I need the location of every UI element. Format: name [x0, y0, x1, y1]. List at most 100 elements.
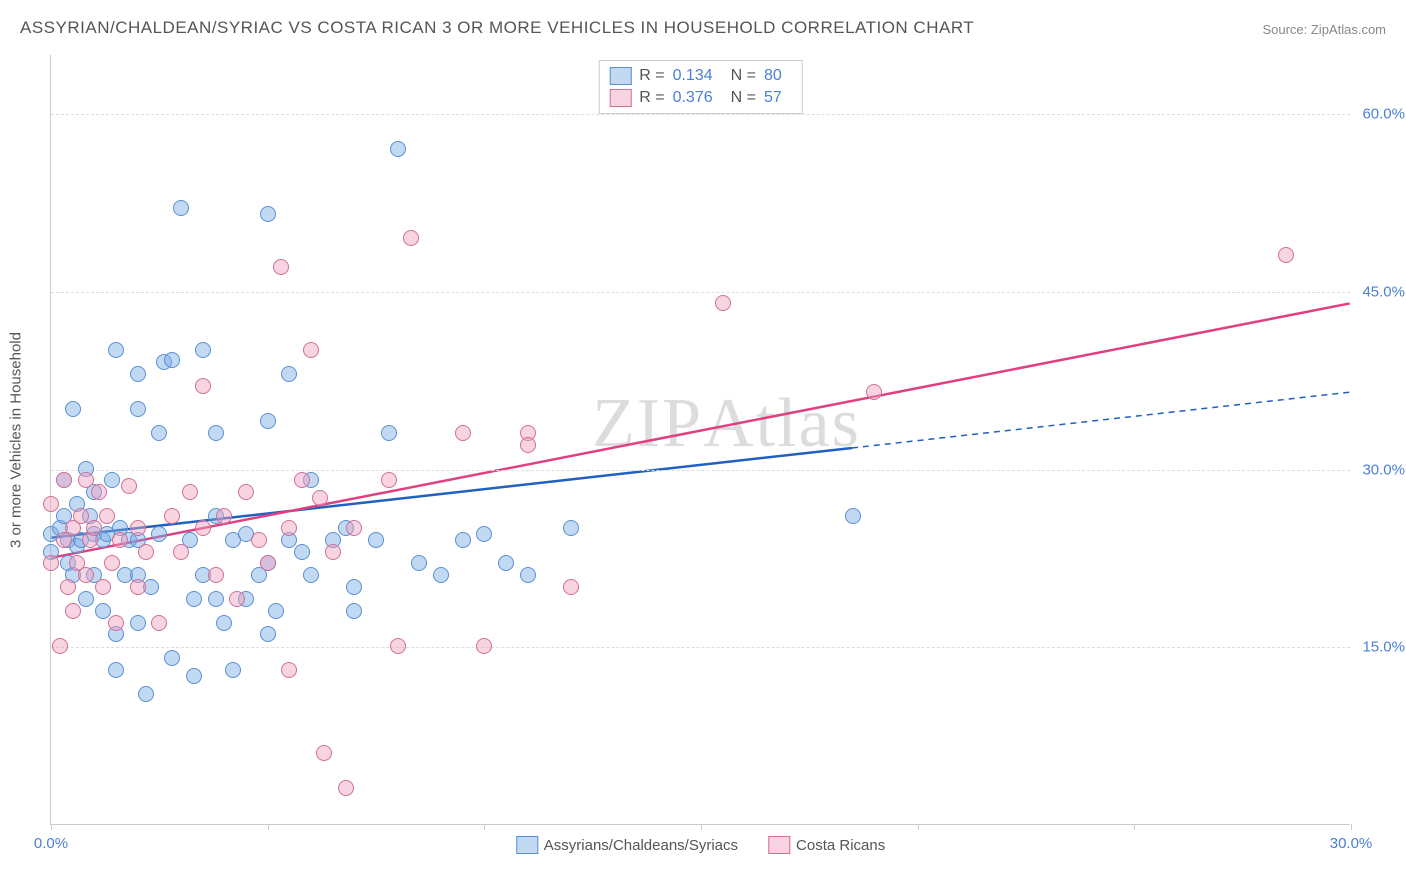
y-axis-label: 3 or more Vehicles in Household	[8, 332, 25, 548]
scatter-point	[95, 579, 111, 595]
scatter-point	[173, 544, 189, 560]
source-label: Source: ZipAtlas.com	[1262, 22, 1386, 37]
scatter-point	[312, 490, 328, 506]
scatter-point	[73, 508, 89, 524]
scatter-point	[281, 520, 297, 536]
scatter-point	[368, 532, 384, 548]
scatter-point	[52, 638, 68, 654]
scatter-point	[104, 472, 120, 488]
scatter-point	[845, 508, 861, 524]
scatter-point	[186, 668, 202, 684]
scatter-point	[43, 555, 59, 571]
scatter-point	[715, 295, 731, 311]
scatter-point	[563, 579, 579, 595]
scatter-point	[346, 579, 362, 595]
scatter-point	[86, 520, 102, 536]
legend-item: Assyrians/Chaldeans/Syriacs	[516, 836, 738, 854]
scatter-point	[563, 520, 579, 536]
scatter-point	[273, 259, 289, 275]
scatter-point	[78, 567, 94, 583]
trendlines-svg	[51, 55, 1350, 824]
scatter-point	[108, 342, 124, 358]
scatter-point	[346, 603, 362, 619]
scatter-point	[381, 425, 397, 441]
scatter-point	[216, 615, 232, 631]
scatter-point	[195, 378, 211, 394]
n-value: 57	[764, 89, 782, 107]
scatter-point	[498, 555, 514, 571]
n-label: N =	[731, 67, 756, 85]
scatter-point	[121, 478, 137, 494]
scatter-point	[381, 472, 397, 488]
legend-label: Costa Ricans	[796, 837, 885, 854]
legend-swatch	[768, 836, 790, 854]
scatter-point	[78, 472, 94, 488]
series-swatch	[609, 89, 631, 107]
scatter-point	[130, 579, 146, 595]
scatter-point	[108, 615, 124, 631]
scatter-point	[65, 603, 81, 619]
scatter-point	[95, 603, 111, 619]
scatter-point	[173, 200, 189, 216]
legend-item: Costa Ricans	[768, 836, 885, 854]
scatter-point	[108, 662, 124, 678]
watermark: ZIPAtlas	[592, 384, 861, 464]
legend: Assyrians/Chaldeans/Syriacs Costa Ricans	[516, 836, 885, 854]
scatter-point	[260, 626, 276, 642]
scatter-point	[130, 366, 146, 382]
stats-row: R =0.134N =80	[609, 65, 792, 87]
scatter-point	[130, 520, 146, 536]
scatter-point	[225, 662, 241, 678]
scatter-point	[60, 579, 76, 595]
scatter-point	[294, 472, 310, 488]
scatter-point	[208, 425, 224, 441]
scatter-point	[112, 532, 128, 548]
gridline	[51, 114, 1350, 115]
scatter-point	[229, 591, 245, 607]
n-label: N =	[731, 89, 756, 107]
scatter-point	[151, 526, 167, 542]
x-tick	[1134, 824, 1135, 830]
gridline	[51, 470, 1350, 471]
scatter-point	[151, 425, 167, 441]
scatter-point	[520, 437, 536, 453]
scatter-point	[182, 484, 198, 500]
scatter-point	[91, 484, 107, 500]
scatter-point	[303, 342, 319, 358]
scatter-point	[325, 544, 341, 560]
scatter-point	[260, 555, 276, 571]
scatter-point	[164, 508, 180, 524]
scatter-point	[281, 366, 297, 382]
scatter-point	[65, 401, 81, 417]
scatter-point	[476, 638, 492, 654]
scatter-point	[56, 472, 72, 488]
x-tick	[268, 824, 269, 830]
scatter-point	[403, 230, 419, 246]
scatter-point	[151, 615, 167, 631]
y-tick-label: 45.0%	[1362, 283, 1405, 300]
scatter-point	[251, 532, 267, 548]
legend-label: Assyrians/Chaldeans/Syriacs	[544, 837, 738, 854]
y-tick-label: 30.0%	[1362, 461, 1405, 478]
scatter-point	[130, 401, 146, 417]
trendline-solid	[51, 303, 1349, 557]
stats-row: R =0.376N =57	[609, 87, 792, 109]
x-tick	[918, 824, 919, 830]
scatter-point	[1278, 247, 1294, 263]
scatter-point	[390, 141, 406, 157]
scatter-point	[411, 555, 427, 571]
legend-swatch	[516, 836, 538, 854]
scatter-point	[390, 638, 406, 654]
scatter-point	[195, 520, 211, 536]
scatter-point	[260, 413, 276, 429]
scatter-point	[338, 780, 354, 796]
scatter-point	[164, 352, 180, 368]
scatter-point	[195, 342, 211, 358]
scatter-point	[303, 567, 319, 583]
scatter-point	[294, 544, 310, 560]
x-tick-label: 0.0%	[34, 835, 68, 852]
scatter-point	[316, 745, 332, 761]
scatter-point	[455, 532, 471, 548]
gridline	[51, 647, 1350, 648]
scatter-point	[43, 496, 59, 512]
